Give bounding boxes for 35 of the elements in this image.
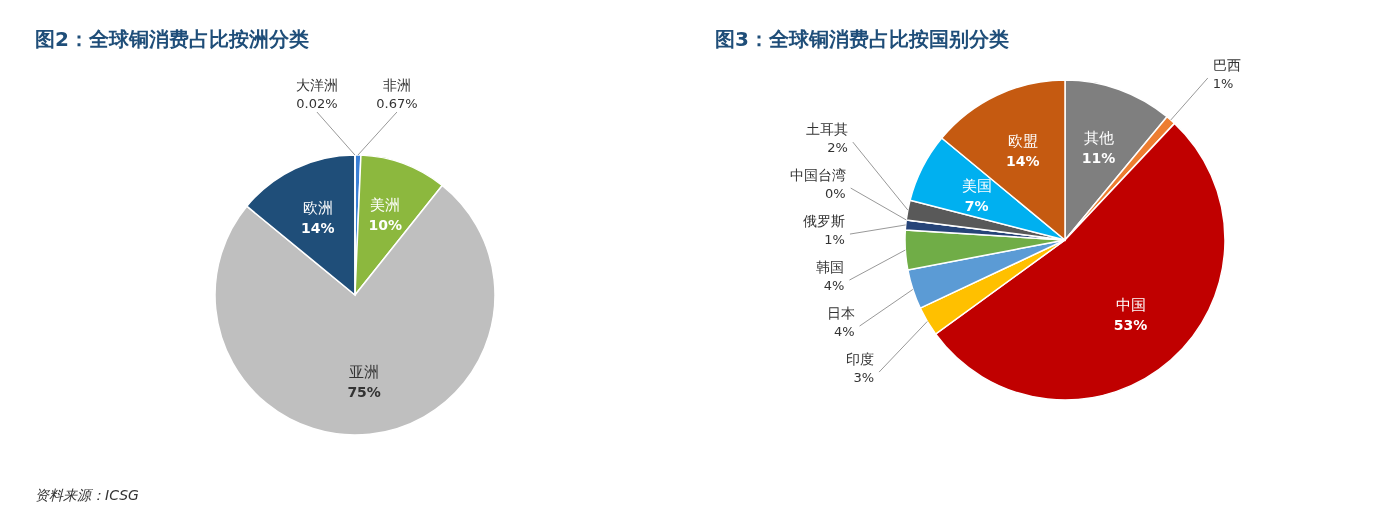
slice-label: 欧盟 xyxy=(1007,132,1038,151)
data-label: 2% xyxy=(827,140,848,156)
text: 资料来源：ICSG xyxy=(35,487,140,503)
data-label: 14% xyxy=(1006,153,1040,170)
data-label: 3% xyxy=(853,370,875,386)
category-label: 中国台湾 xyxy=(789,167,846,184)
slice-label: 其他 xyxy=(1083,128,1114,147)
data-label: 10% xyxy=(368,216,403,233)
data-label: 11% xyxy=(1081,149,1116,166)
slice-label: 巴西 xyxy=(1212,56,1241,73)
data-label: 75% xyxy=(347,384,381,401)
slice-label: 土耳其 xyxy=(805,121,848,138)
slice-label: 非洲 xyxy=(382,77,411,94)
data-label: 53% xyxy=(1113,317,1148,334)
text: 0% xyxy=(825,186,846,202)
data-label: 4% xyxy=(833,324,855,340)
slice-label: 韩国 xyxy=(816,259,845,276)
slice-label: 大洋洲 xyxy=(295,77,338,93)
slice-label: 欧洲 xyxy=(302,198,333,217)
slice-label: 俄罗斯 xyxy=(802,213,845,230)
data-label: 1% xyxy=(824,232,845,248)
slice-label: 美洲 xyxy=(370,195,401,214)
data-label: 14% xyxy=(301,219,335,236)
data-label: 4% xyxy=(823,278,845,294)
data-label: 0.67% xyxy=(376,96,418,112)
chart-title: 图2：全球铜消费占比按洲分类 xyxy=(35,27,309,51)
slice-label: 印度 xyxy=(846,351,875,368)
data-label: 0.02% xyxy=(296,96,338,111)
data-label: 7% xyxy=(964,197,989,214)
chart-title: 图3：全球铜消费占比按国别分类 xyxy=(715,27,1009,51)
slice-label: 美国 xyxy=(961,176,992,195)
data-label: 1% xyxy=(1212,75,1234,91)
slice-label: 亚洲 xyxy=(349,363,380,382)
slice-label: 中国 xyxy=(1115,296,1146,315)
slice-label: 日本 xyxy=(826,305,855,322)
